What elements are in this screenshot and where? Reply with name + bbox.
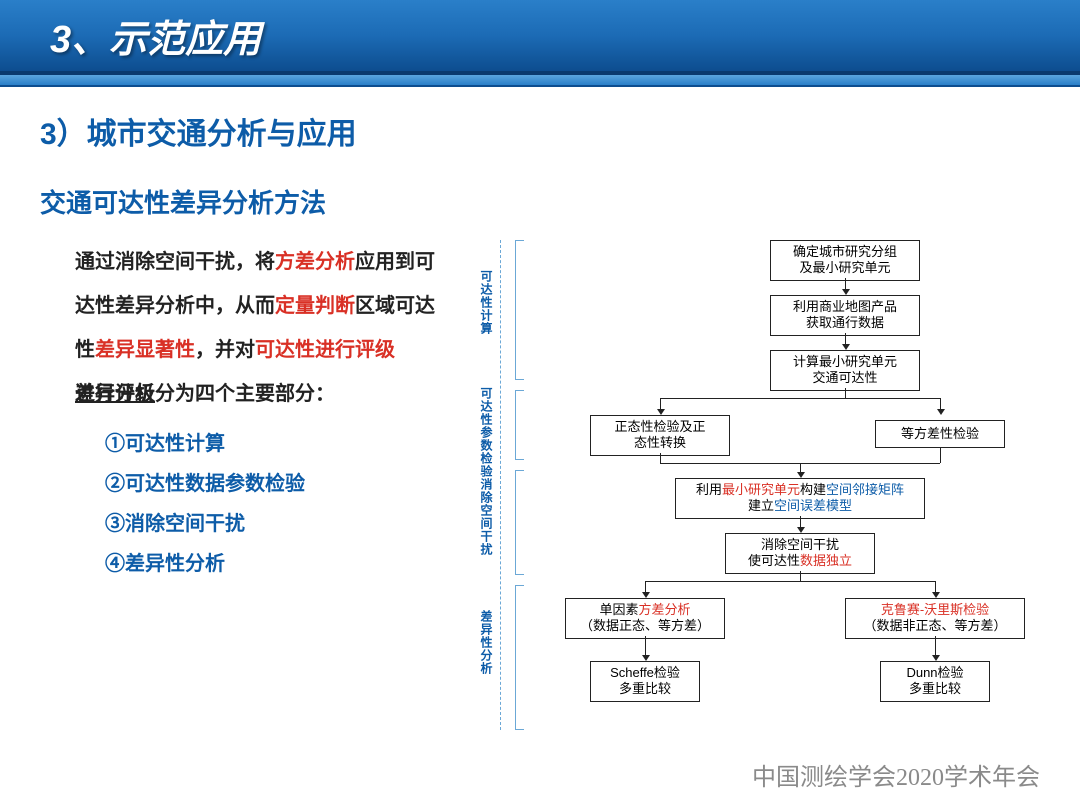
- node-3: 计算最小研究单元 交通可达性: [770, 350, 920, 391]
- p-r2: 定量判断: [275, 295, 355, 317]
- arrow-9-11: [935, 636, 936, 656]
- flowchart: 可达性计算 可达性参数检验 消除空间干扰 差异性分析 确定城市研究分组 及最小研…: [470, 240, 1030, 740]
- header-bar: 3、示范应用: [0, 0, 1080, 75]
- node-10-l1: Scheffe检验: [610, 665, 680, 681]
- conn-4-down: [660, 453, 661, 463]
- section-title: 3）城市交通分析与应用: [40, 109, 1080, 153]
- conn-split-h: [660, 398, 940, 399]
- node-4-l1: 正态性检验及正: [614, 419, 705, 435]
- p-t1: 通过消除空间干扰，将: [75, 251, 275, 273]
- node-1-l1: 确定城市研究分组: [793, 244, 897, 260]
- n6a-b: 空间邻接矩阵: [826, 482, 904, 497]
- right-column: 可达性计算 可达性参数检验 消除空间干扰 差异性分析 确定城市研究分组 及最小研…: [460, 240, 1080, 740]
- bracket-1: [515, 240, 523, 380]
- arrow-to-6: [800, 463, 801, 473]
- stage-label-3: 消除空间干扰: [478, 478, 495, 556]
- bracket-3: [515, 470, 523, 575]
- node-8-l2: （数据正态、等方差）: [580, 618, 710, 634]
- n8a-r: 方差分析: [639, 602, 691, 617]
- p-r3: 差异显著性: [95, 339, 195, 361]
- n6a-post: 构建: [800, 482, 826, 497]
- bracket-2: [515, 390, 523, 460]
- conn-5-down: [940, 448, 941, 463]
- slide-title: 3、示范应用: [50, 8, 261, 63]
- n6a-r: 最小研究单元: [722, 482, 800, 497]
- header-sub-band: [0, 75, 1080, 87]
- stage-label-1: 可达性计算: [478, 270, 495, 335]
- content-row: 通过消除空间干扰，将方差分析应用到可达性差异分析中，从而定量判断区域可达性差异显…: [0, 240, 1080, 740]
- p-r1: 方差分析: [275, 251, 355, 273]
- node-8: 单因素方差分析 （数据正态、等方差）: [565, 598, 725, 639]
- n7b-pre: 使可达性: [748, 553, 800, 568]
- n6b-pre: 建立: [748, 498, 774, 513]
- node-6: 利用最小研究单元构建空间邻接矩阵 建立空间误差模型: [675, 478, 925, 519]
- node-3-l2: 交通可达性: [812, 370, 877, 386]
- node-2: 利用商业地图产品 获取通行数据: [770, 295, 920, 336]
- node-10-l2: 多重比较: [619, 681, 671, 697]
- conn-3-split: [845, 388, 846, 398]
- node-3-l1: 计算最小研究单元: [793, 354, 897, 370]
- node-5-l1: 等方差性检验: [901, 426, 979, 442]
- arrow-2-3: [845, 333, 846, 345]
- conn-split2-h: [645, 581, 935, 582]
- node-7: 消除空间干扰 使可达性数据独立: [725, 533, 875, 574]
- p-overlay: 进行评级: [75, 372, 155, 416]
- arrow-6-7: [800, 516, 801, 528]
- footer-text: 中国测绘学会2020学术年会: [752, 757, 1040, 792]
- conn-7-split: [800, 571, 801, 581]
- arrow-8-10: [645, 636, 646, 656]
- node-6-l1: 利用最小研究单元构建空间邻接矩阵: [696, 482, 904, 498]
- arrow-to-4: [660, 398, 661, 410]
- arrow-1-2: [845, 278, 846, 290]
- step-1: ①可达性计算: [105, 424, 440, 464]
- n8a-pre: 单因素: [599, 602, 638, 617]
- node-11: Dunn检验 多重比较: [880, 661, 990, 702]
- node-10: Scheffe检验 多重比较: [590, 661, 700, 702]
- arrow-to-5: [940, 398, 941, 410]
- stage-label-2: 可达性参数检验: [478, 387, 495, 478]
- stage-label-4: 差异性分析: [478, 610, 495, 675]
- body-paragraph: 通过消除空间干扰，将方差分析应用到可达性差异分析中，从而定量判断区域可达性差异显…: [75, 240, 440, 416]
- node-4: 正态性检验及正 态性转换: [590, 415, 730, 456]
- n6b-b: 空间误差模型: [774, 498, 852, 513]
- node-7-l2: 使可达性数据独立: [748, 553, 852, 569]
- node-5: 等方差性检验: [875, 420, 1005, 448]
- node-2-l2: 获取通行数据: [806, 315, 884, 331]
- arrow-to-9: [935, 581, 936, 593]
- node-7-l1: 消除空间干扰: [761, 537, 839, 553]
- node-9-l2: （数据非正态、等方差）: [863, 618, 1006, 634]
- arrow-to-8: [645, 581, 646, 593]
- node-9-l1: 克鲁赛-沃里斯检验: [881, 602, 989, 618]
- p-r4: 可达性进行评级: [255, 339, 395, 361]
- left-column: 通过消除空间干扰，将方差分析应用到可达性差异分析中，从而定量判断区域可达性差异显…: [0, 240, 460, 740]
- node-6-l2: 建立空间误差模型: [748, 498, 852, 514]
- node-1: 确定城市研究分组 及最小研究单元: [770, 240, 920, 281]
- node-9: 克鲁赛-沃里斯检验 （数据非正态、等方差）: [845, 598, 1025, 639]
- step-3: ③消除空间干扰: [105, 504, 440, 544]
- node-2-l1: 利用商业地图产品: [793, 299, 897, 315]
- steps-list: ①可达性计算 ②可达性数据参数检验 ③消除空间干扰 ④差异性分析: [75, 424, 440, 584]
- p-t4: ，并对: [195, 339, 255, 361]
- n6a-pre: 利用: [696, 482, 722, 497]
- node-4-l2: 态性转换: [634, 435, 686, 451]
- step-4: ④差异性分析: [105, 544, 440, 584]
- stage-guide-line: [500, 240, 501, 730]
- step-2: ②可达性数据参数检验: [105, 464, 440, 504]
- n7b-r: 数据独立: [800, 553, 852, 568]
- node-1-l2: 及最小研究单元: [799, 260, 890, 276]
- node-11-l2: 多重比较: [909, 681, 961, 697]
- node-8-l1: 单因素方差分析: [599, 602, 690, 618]
- node-11-l1: Dunn检验: [906, 665, 963, 681]
- bracket-4: [515, 585, 523, 730]
- subsection-title: 交通可达性差异分析方法: [40, 183, 1080, 220]
